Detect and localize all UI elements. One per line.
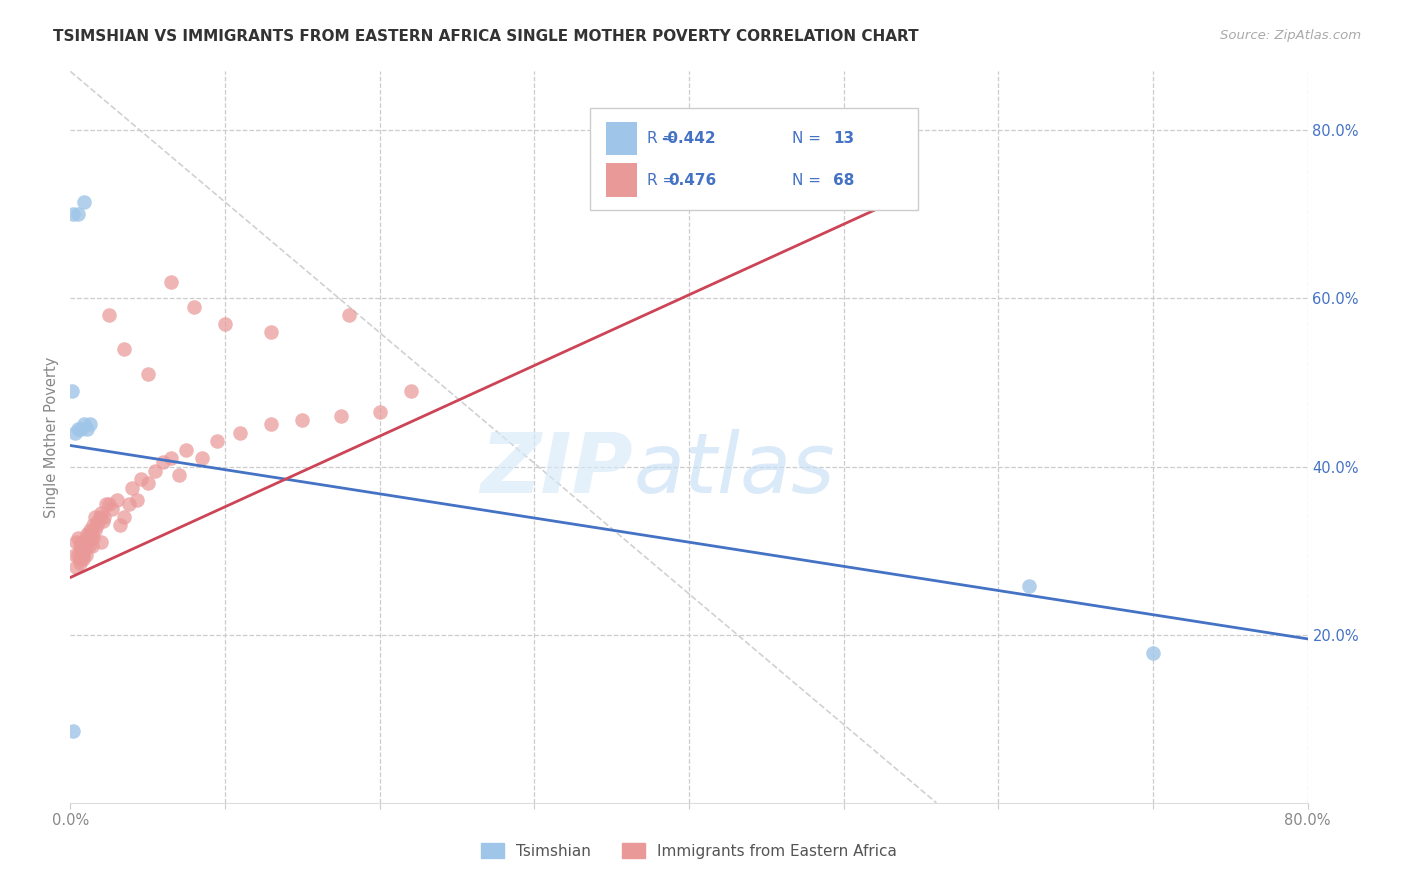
Text: 68: 68 <box>834 172 855 187</box>
Point <box>76 535 98 549</box>
Point <box>63 548 86 562</box>
Point <box>98 308 120 322</box>
Point <box>167 467 190 482</box>
Point <box>183 300 205 314</box>
Point <box>79 531 101 545</box>
Point <box>72 540 94 554</box>
Point <box>84 510 107 524</box>
Point <box>70 535 93 549</box>
Text: ZIP: ZIP <box>481 429 633 510</box>
Point <box>69 540 91 554</box>
Point <box>114 342 135 356</box>
Point <box>214 317 236 331</box>
Point <box>1142 646 1164 660</box>
Point <box>72 552 94 566</box>
Point <box>87 514 110 528</box>
Point <box>118 497 141 511</box>
Text: 13: 13 <box>834 131 855 145</box>
Point <box>63 425 86 440</box>
Point <box>229 425 252 440</box>
Text: -0.442: -0.442 <box>661 131 716 145</box>
Point <box>330 409 353 423</box>
Point <box>60 384 83 398</box>
Point <box>79 417 101 432</box>
Text: TSIMSHIAN VS IMMIGRANTS FROM EASTERN AFRICA SINGLE MOTHER POVERTY CORRELATION CH: TSIMSHIAN VS IMMIGRANTS FROM EASTERN AFR… <box>53 29 920 44</box>
Point <box>93 510 115 524</box>
Point <box>73 194 96 209</box>
Point <box>73 543 96 558</box>
Point <box>191 451 214 466</box>
Point <box>86 518 108 533</box>
Point <box>291 413 314 427</box>
Point <box>152 455 174 469</box>
Text: R =: R = <box>647 172 675 187</box>
Point <box>70 422 93 436</box>
Point <box>72 548 94 562</box>
Point <box>131 472 153 486</box>
Text: N =: N = <box>792 131 821 145</box>
Point <box>70 543 93 558</box>
Point <box>207 434 229 449</box>
Point <box>69 556 91 570</box>
Point <box>67 548 90 562</box>
Point <box>67 531 90 545</box>
Point <box>77 540 100 554</box>
Point <box>260 417 283 432</box>
Point <box>160 275 183 289</box>
Bar <box>606 121 637 155</box>
Point <box>368 405 391 419</box>
Point <box>94 497 117 511</box>
Bar <box>606 163 637 197</box>
Point <box>101 501 124 516</box>
Legend: Tsimshian, Immigrants from Eastern Africa: Tsimshian, Immigrants from Eastern Afric… <box>475 837 903 864</box>
Point <box>337 308 360 322</box>
Point <box>73 417 96 432</box>
Point <box>136 476 159 491</box>
Point <box>260 325 283 339</box>
Text: R =: R = <box>647 131 675 145</box>
Text: Source: ZipAtlas.com: Source: ZipAtlas.com <box>1220 29 1361 42</box>
Point <box>89 510 111 524</box>
Point <box>174 442 197 457</box>
Point <box>98 497 120 511</box>
Point <box>105 493 128 508</box>
Point <box>65 560 87 574</box>
Point <box>76 422 98 436</box>
Point <box>75 540 97 554</box>
Point <box>80 540 103 554</box>
Point <box>90 506 112 520</box>
Y-axis label: Single Mother Poverty: Single Mother Poverty <box>44 357 59 517</box>
Point <box>399 384 422 398</box>
Point <box>67 422 90 436</box>
Point <box>121 481 143 495</box>
Point <box>62 724 84 739</box>
Point <box>84 523 107 537</box>
Point <box>79 523 101 537</box>
Point <box>76 526 98 541</box>
Point <box>75 548 97 562</box>
Point <box>73 535 96 549</box>
Point <box>82 518 105 533</box>
Point <box>145 464 166 478</box>
Point <box>160 451 183 466</box>
Point <box>1018 579 1040 593</box>
Point <box>82 531 105 545</box>
Point <box>91 514 114 528</box>
Point <box>136 367 159 381</box>
FancyBboxPatch shape <box>591 108 918 211</box>
Point <box>90 535 112 549</box>
Point <box>65 535 87 549</box>
Text: 0.476: 0.476 <box>668 172 716 187</box>
Text: N =: N = <box>792 172 821 187</box>
Point <box>108 518 131 533</box>
Point <box>67 207 90 221</box>
Point <box>125 493 148 508</box>
Point <box>114 510 135 524</box>
Point <box>69 552 91 566</box>
Text: atlas: atlas <box>633 429 835 510</box>
Point <box>62 207 84 221</box>
Point <box>77 526 100 541</box>
Point <box>80 526 103 541</box>
